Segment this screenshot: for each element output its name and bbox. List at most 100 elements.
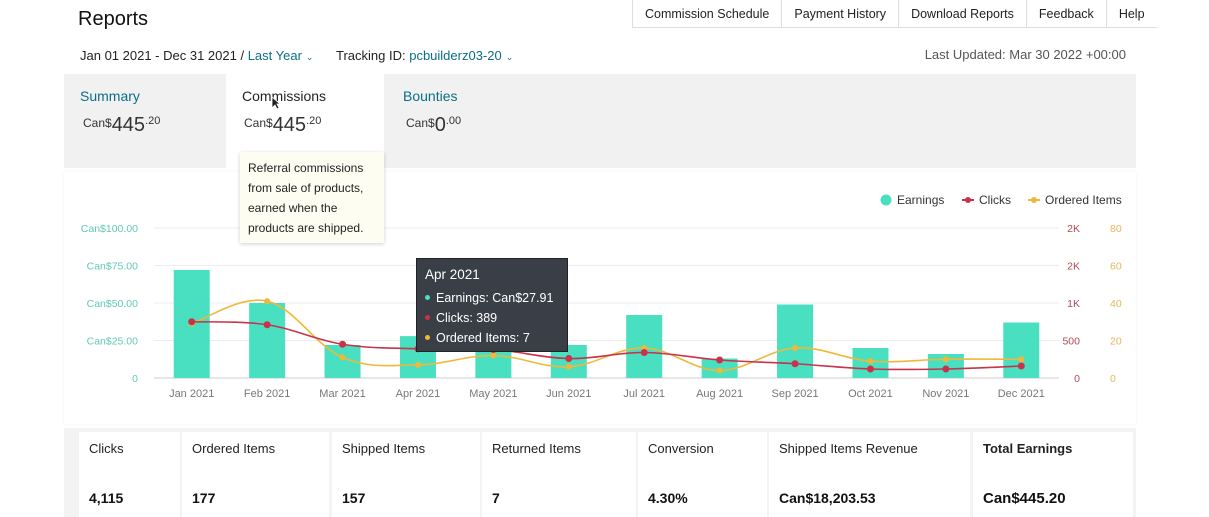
clicks-point xyxy=(263,321,271,329)
tracking-id-link[interactable]: pcbuilderz03-20 xyxy=(409,48,502,63)
tab-commissions-value: Can$445.20 xyxy=(244,114,322,136)
right-axis-ordered-tick-label: 80 xyxy=(1110,223,1122,235)
chevron-down-icon[interactable]: ⌄ xyxy=(305,52,314,62)
tooltip-line: from sale of products, xyxy=(248,181,364,195)
x-axis-tick-label: Oct 2021 xyxy=(848,388,893,400)
right-axis-ordered-tick-label: 60 xyxy=(1110,261,1122,273)
clicks-point xyxy=(188,318,196,326)
clicks-point xyxy=(716,356,724,364)
clicks-point xyxy=(866,365,874,373)
chevron-down-icon[interactable]: ⌄ xyxy=(505,52,514,62)
help-button[interactable]: Help xyxy=(1118,6,1145,21)
right-axis-clicks-tick-label: 500 xyxy=(1062,336,1080,348)
chart-tooltip-ordered: Ordered Items: 7 xyxy=(425,328,567,348)
clicks-line xyxy=(191,320,1022,371)
left-axis-tick-label: 0 xyxy=(132,373,138,385)
chart-tooltip-earnings: Earnings: Can$27.91 xyxy=(425,288,567,308)
ordered-items-point xyxy=(490,352,497,359)
chart-tooltip-title: Apr 2021 xyxy=(425,267,480,282)
clicks-point xyxy=(640,349,648,356)
right-axis-ordered-tick-label: 0 xyxy=(1110,373,1116,385)
top-nav: Commission Schedule Payment History Down… xyxy=(632,0,1157,28)
left-axis-tick-label: Can$50.00 xyxy=(87,298,139,310)
x-axis-tick-label: Jul 2021 xyxy=(623,388,665,400)
chart-tooltip-clicks: Clicks: 389 xyxy=(425,308,567,328)
page-title: Reports xyxy=(78,8,149,30)
summary-tabs-band xyxy=(64,74,1136,168)
tooltip-line: earned when the xyxy=(248,201,338,215)
ordered-items-point xyxy=(1018,356,1025,363)
stat-clicks: Clicks 4,115 xyxy=(79,432,180,517)
x-axis-tick-label: Apr 2021 xyxy=(396,388,441,400)
clicks-point xyxy=(791,360,799,368)
stat-shipped-revenue: Shipped Items Revenue Can$18,203.53 xyxy=(769,432,970,517)
payment-history-button[interactable]: Payment History xyxy=(782,0,900,27)
stat-shipped-items: Shipped Items 157 xyxy=(332,432,480,517)
date-range-text: Jan 01 2021 - Dec 31 2021 / xyxy=(80,48,245,63)
tab-summary-label[interactable]: Summary xyxy=(80,88,140,104)
x-axis-tick-label: Feb 2021 xyxy=(244,388,290,400)
legend-marker xyxy=(880,194,892,206)
legend-entry: Ordered Items xyxy=(1045,193,1122,207)
x-axis-tick-label: Nov 2021 xyxy=(922,388,969,400)
ordered-items-point xyxy=(792,345,799,351)
stat-conversion: Conversion 4.30% xyxy=(638,432,767,517)
ordered-items-point xyxy=(264,298,271,305)
tooltip-line: Referral commissions xyxy=(248,161,364,175)
legend-entry: Earnings xyxy=(897,193,944,207)
left-axis-tick-label: Can$75.00 xyxy=(87,261,139,273)
right-axis-clicks-tick-label: 1K xyxy=(1067,298,1080,310)
x-axis-tick-label: Jan 2021 xyxy=(169,388,214,400)
tab-commissions-label[interactable]: Commissions xyxy=(242,88,327,104)
x-axis-tick-label: Sep 2021 xyxy=(771,388,818,400)
tab-bounties-value: Can$0.00 xyxy=(406,114,462,136)
earnings-bar xyxy=(249,303,286,378)
legend-marker xyxy=(1031,197,1037,203)
date-range-selector[interactable]: Jan 01 2021 - Dec 31 2021 / Last Year ⌄ xyxy=(80,48,313,63)
legend-marker xyxy=(965,197,971,203)
tab-bounties-label[interactable]: Bounties xyxy=(403,88,458,104)
tab-summary-value: Can$445.20 xyxy=(83,114,161,136)
feedback-button[interactable]: Feedback xyxy=(1027,0,1107,27)
chart-tooltip: Apr 2021 Earnings: Can$27.91 Clicks: 389… xyxy=(416,258,568,352)
right-axis-clicks-tick-label: 2K xyxy=(1067,223,1080,235)
ordered-items-point xyxy=(339,354,346,361)
tracking-label: Tracking ID: xyxy=(336,48,406,63)
earnings-bar xyxy=(1003,322,1040,378)
right-axis-clicks-tick-label: 0 xyxy=(1074,373,1080,385)
clicks-point xyxy=(565,355,573,362)
stat-total-earnings: Total Earnings Can$445.20 xyxy=(973,432,1133,517)
x-axis-tick-label: Dec 2021 xyxy=(998,388,1045,400)
left-axis-tick-label: Can$25.00 xyxy=(87,336,139,348)
earnings-chart: Can$100.00 2K 80 Can$75.00 2K 60 Can$50.00 1K 40… xyxy=(81,193,1122,400)
mouse-cursor-icon xyxy=(271,96,281,110)
chart-panel: Can$100.00 2K 80 Can$75.00 2K 60 Can$50.00 1K 40… xyxy=(64,172,1136,424)
last-updated: Last Updated: Mar 30 2022 +00:00 xyxy=(924,47,1126,62)
stat-returned-items: Returned Items 7 xyxy=(482,432,636,517)
left-axis-tick-label: Can$100.00 xyxy=(81,223,138,235)
x-axis-tick-label: Mar 2021 xyxy=(319,388,365,400)
right-axis-ordered-tick-label: 20 xyxy=(1110,336,1122,348)
clicks-point xyxy=(339,340,347,348)
ordered-items-point xyxy=(716,367,723,374)
ordered-items-line xyxy=(191,299,1022,372)
tooltip-line: products are shipped. xyxy=(248,221,364,235)
ordered-items-point xyxy=(414,361,421,368)
right-axis-clicks-tick-label: 2K xyxy=(1067,261,1080,273)
tracking-id-selector[interactable]: Tracking ID: pcbuilderz03-20 ⌄ xyxy=(336,48,513,63)
legend-entry: Clicks xyxy=(979,193,1011,207)
period-link[interactable]: Last Year xyxy=(247,48,302,63)
ordered-items-point xyxy=(565,363,572,370)
x-axis-tick-label: Aug 2021 xyxy=(696,388,743,400)
stat-ordered-items: Ordered Items 177 xyxy=(182,432,329,517)
right-axis-ordered-tick-label: 40 xyxy=(1110,298,1122,310)
x-axis-tick-label: May 2021 xyxy=(469,388,517,400)
clicks-point xyxy=(942,365,950,373)
download-reports-button[interactable]: Download Reports xyxy=(899,0,1027,27)
commissions-tooltip: Referral commissions from sale of produc… xyxy=(240,152,384,243)
ordered-items-point xyxy=(867,358,874,365)
commission-schedule-button[interactable]: Commission Schedule xyxy=(633,0,783,27)
x-axis-tick-label: Jun 2021 xyxy=(546,388,591,400)
clicks-point xyxy=(1017,362,1025,370)
ordered-items-point xyxy=(942,356,949,363)
